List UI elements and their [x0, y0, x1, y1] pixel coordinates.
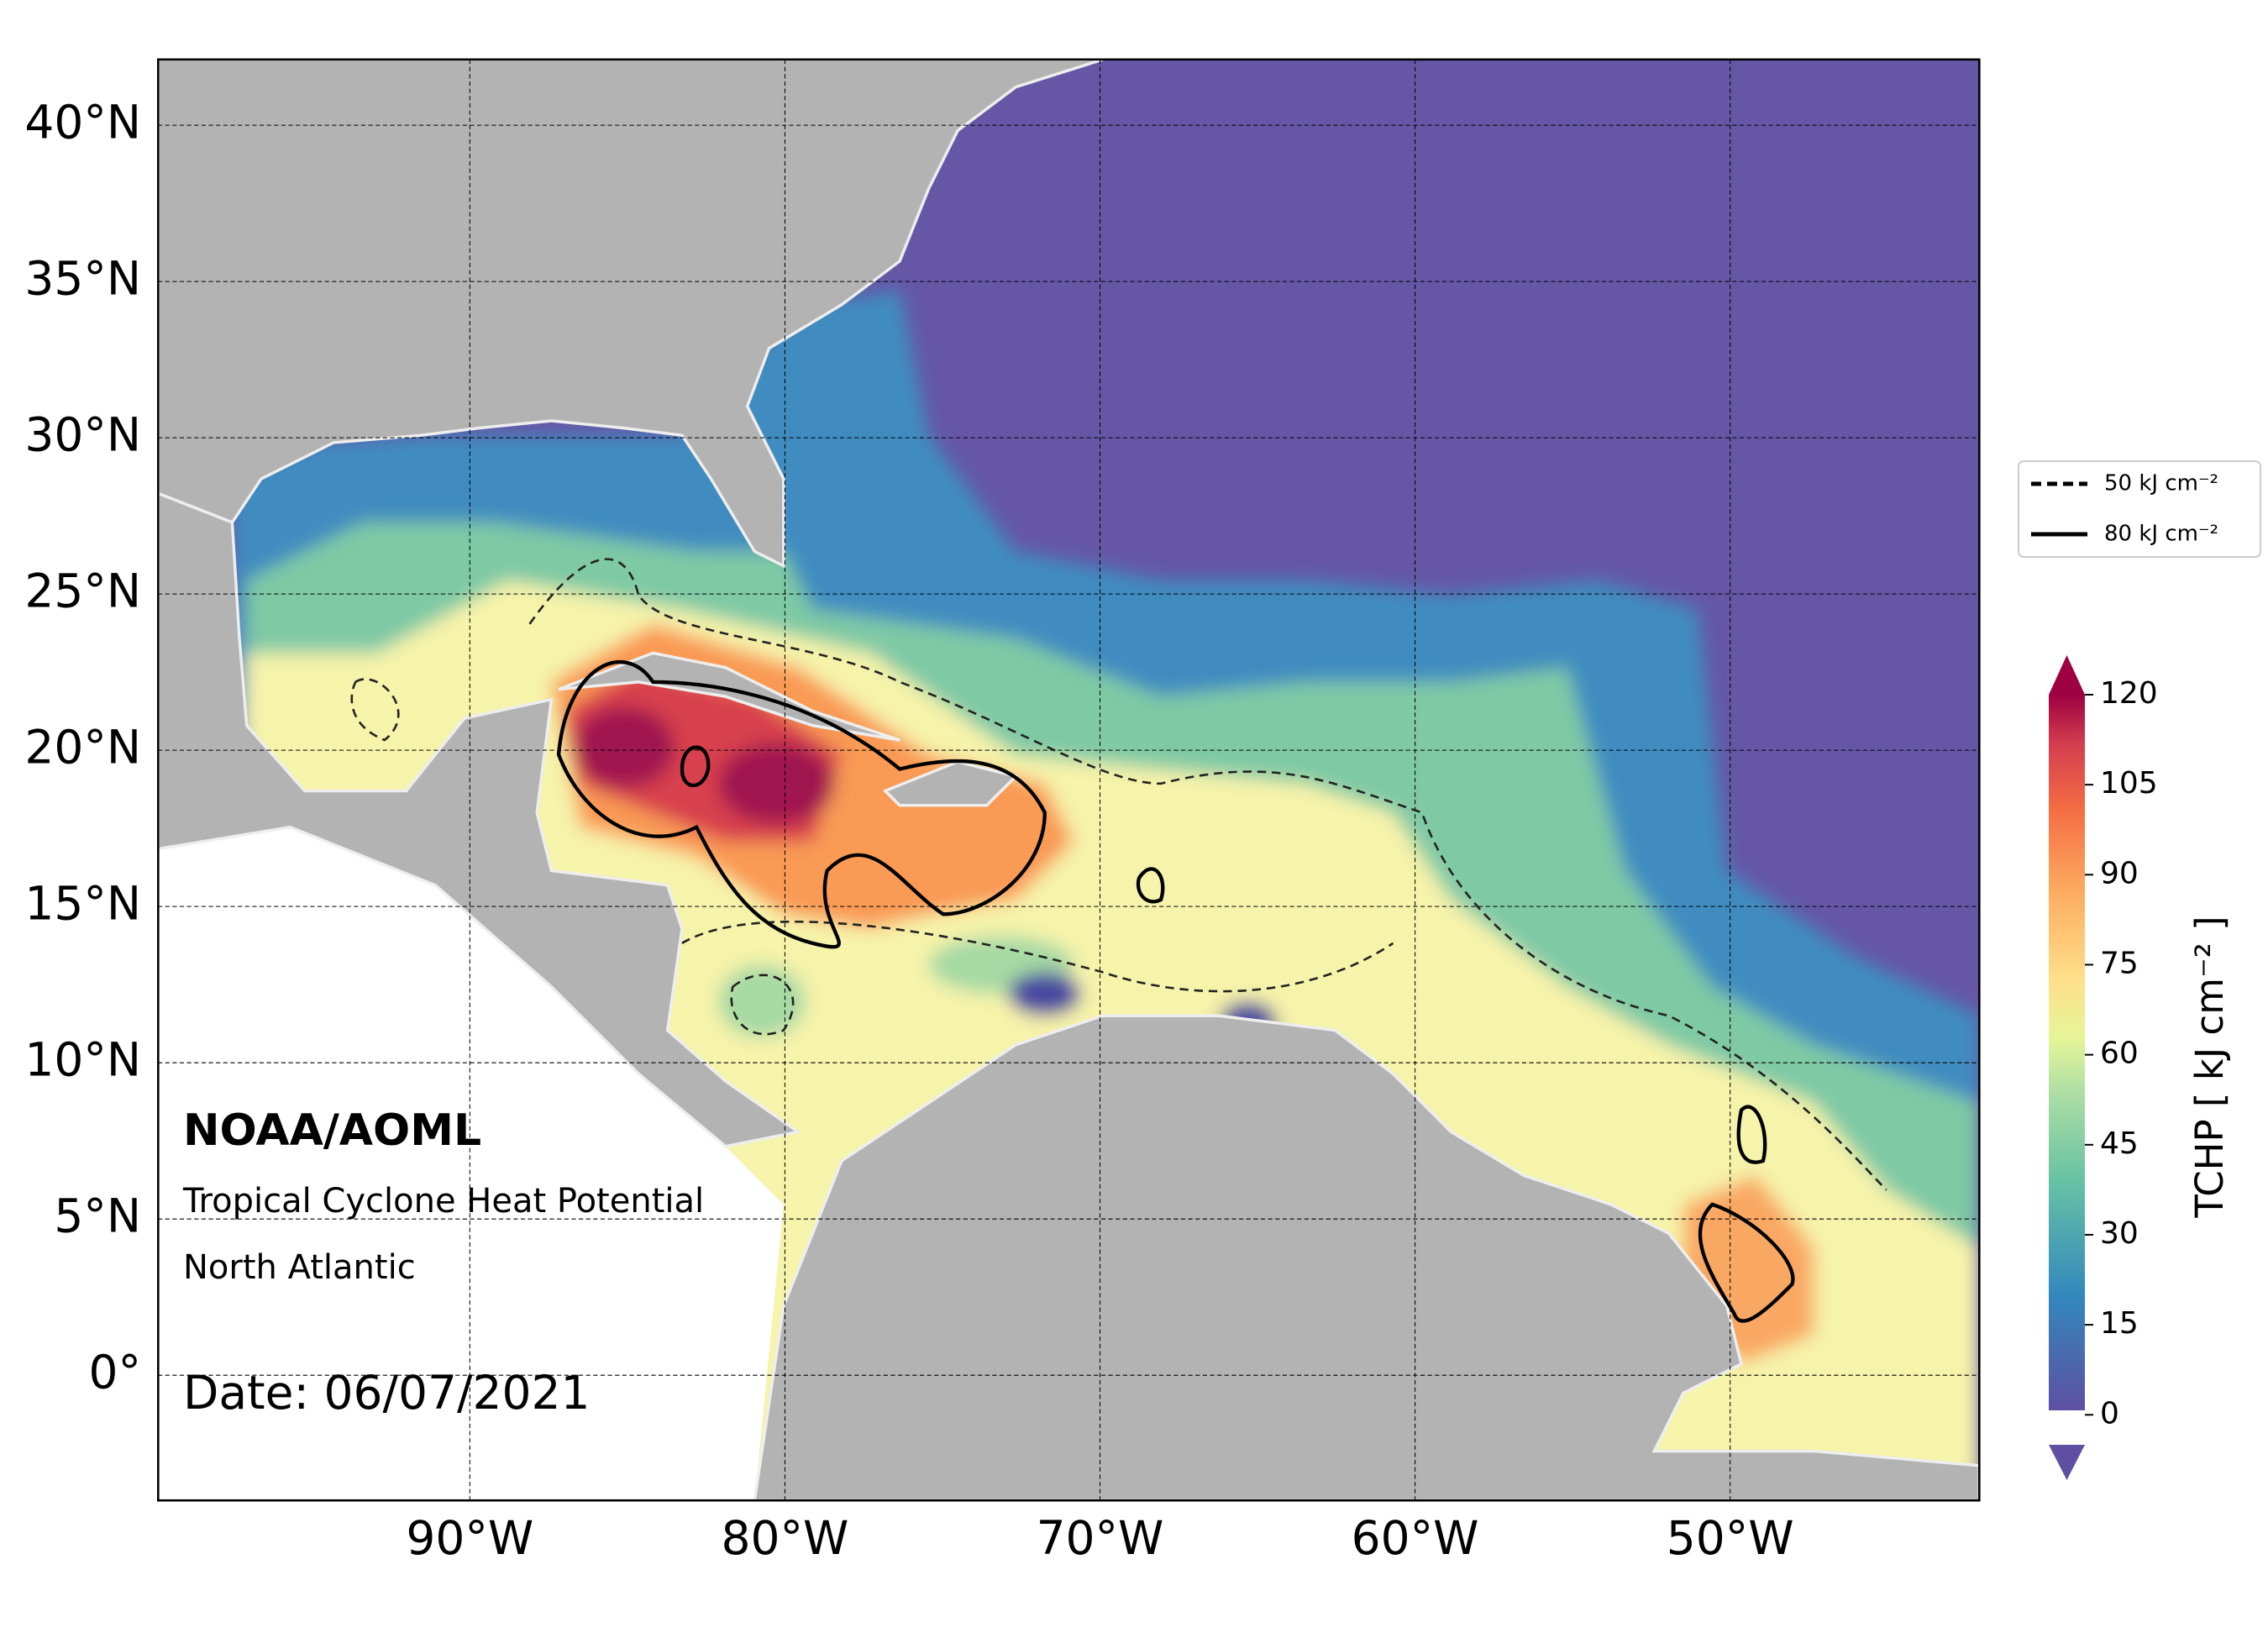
colorbar-extend-top — [2049, 655, 2085, 695]
colorbar-tick-label: 15 — [2100, 1306, 2139, 1341]
lat-tick-label: 15°N — [24, 876, 141, 930]
tchp-field — [573, 706, 675, 789]
land-cuba — [558, 651, 900, 742]
contour-80 — [1736, 1105, 1767, 1164]
contour-50 — [528, 558, 1887, 1191]
colorbar-tick-label: 45 — [2100, 1126, 2139, 1161]
lat-tick-label: 20°N — [24, 720, 141, 774]
region-title: North Atlantic — [183, 1248, 416, 1287]
date-label: Date: 06/07/2021 — [183, 1366, 590, 1420]
contour-80 — [556, 659, 1047, 949]
contour-80 — [1698, 1202, 1795, 1323]
lon-tick-label: 50°W — [1667, 1511, 1794, 1565]
colorbar-tick-label: 0 — [2100, 1396, 2119, 1431]
lat-tick-label: 5°N — [54, 1189, 141, 1242]
map-frame — [157, 58, 1981, 1502]
lat-tick-label: 40°N — [24, 95, 141, 149]
colorbar — [2049, 695, 2085, 1410]
contour-80 — [1136, 867, 1165, 904]
lat-tick-label: 10°N — [24, 1032, 141, 1086]
contour-50 — [730, 974, 795, 1036]
contour-50 — [681, 920, 1394, 993]
lon-tick-label: 70°W — [1037, 1511, 1164, 1565]
land-hispaniola — [882, 760, 1019, 807]
colorbar-tick-label: 30 — [2100, 1216, 2139, 1251]
lat-tick-label: 25°N — [24, 564, 141, 617]
colorbar-label: TCHP [ kJ cm⁻² ] — [2187, 916, 2232, 1218]
land-central-america — [158, 491, 802, 1148]
contour-80 — [680, 745, 711, 787]
legend-label: 80 kJ cm⁻² — [2104, 522, 2218, 547]
land-south-america — [753, 1014, 1980, 1501]
legend-label: 50 kJ cm⁻² — [2104, 471, 2218, 496]
tchp-field — [718, 964, 806, 1038]
contour-50 — [350, 678, 400, 742]
colorbar-tick-label: 105 — [2100, 766, 2158, 801]
map — [157, 58, 1981, 1502]
colorbar-tick-label: 90 — [2100, 856, 2139, 890]
colorbar-extend-bottom — [2049, 1445, 2085, 1480]
land-north-america — [158, 59, 1104, 569]
colorbar-tick-label: 75 — [2100, 946, 2139, 980]
tchp-field — [1008, 972, 1081, 1016]
lon-tick-label: 80°W — [721, 1511, 848, 1565]
lon-tick-label: 60°W — [1352, 1511, 1479, 1565]
pacific-no-data — [158, 827, 784, 1501]
lat-tick-label: 35°N — [24, 251, 141, 305]
product-title: Tropical Cyclone Heat Potential — [182, 1182, 704, 1221]
lat-tick-label: 0° — [89, 1345, 142, 1399]
colorbar-tick-label: 120 — [2100, 676, 2158, 711]
agency-title: NOAA/AOML — [183, 1105, 481, 1156]
tchp-field — [718, 743, 835, 825]
lon-tick-label: 90°W — [406, 1511, 533, 1565]
colorbar-tick-label: 60 — [2100, 1037, 2139, 1071]
lat-tick-label: 30°N — [24, 407, 141, 461]
